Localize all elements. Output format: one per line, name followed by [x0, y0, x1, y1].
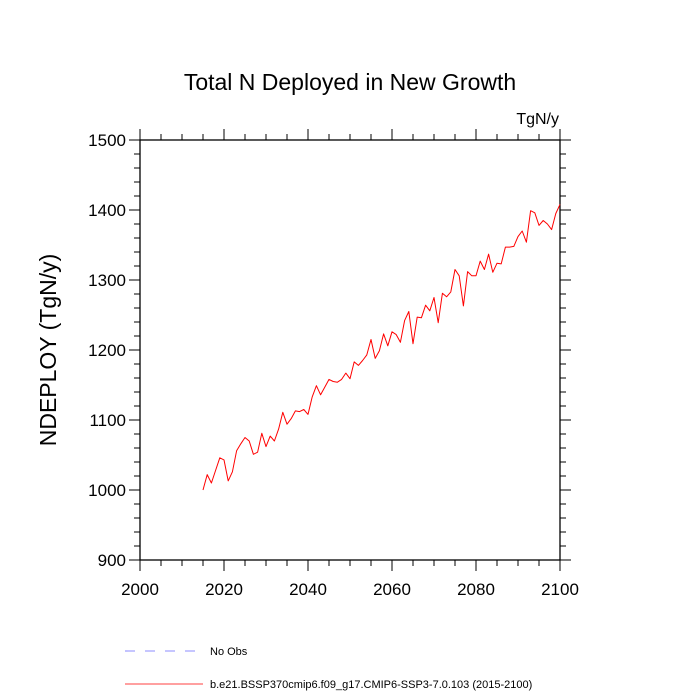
chart-title: Total N Deployed in New Growth [184, 69, 516, 95]
x-tick-label: 2020 [205, 580, 243, 599]
legend: No Obs b.e21.BSSP370cmip6.f09_g17.CMIP6-S… [125, 646, 532, 691]
y-tick-label: 1400 [88, 201, 126, 220]
y-tick-label: 1100 [89, 411, 126, 430]
x-tick-label: 2080 [457, 580, 495, 599]
tick-labels: 2000 2020 2040 2060 2080 2100 900 1000 1100 1200 1… [88, 131, 579, 599]
legend-label: No Obs [210, 646, 248, 658]
y-tick-label: 900 [98, 551, 126, 570]
y-axis-label: NDEPLOY (TgN/y) [35, 254, 61, 447]
y-tick-label: 1200 [88, 341, 126, 360]
legend-label: b.e21.BSSP370cmip6.f09_g17.CMIP6-SSP3-7.… [210, 679, 532, 691]
plot-frame [139, 139, 561, 561]
axis-ticks [129, 129, 571, 571]
y-tick-label: 1500 [88, 131, 126, 150]
x-tick-label: 2100 [541, 580, 579, 599]
series-line [202, 204, 561, 491]
series-group [202, 204, 561, 491]
x-tick-label: 2040 [289, 580, 327, 599]
x-tick-label: 2060 [373, 580, 411, 599]
units-label: TgN/y [516, 111, 559, 128]
y-tick-label: 1000 [88, 481, 126, 500]
y-tick-label: 1300 [88, 271, 126, 290]
x-tick-label: 2000 [121, 580, 159, 599]
